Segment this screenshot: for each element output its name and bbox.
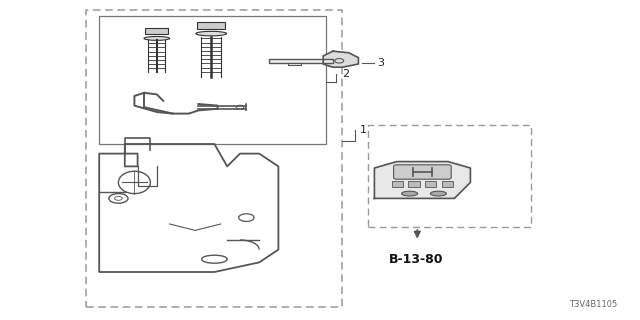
Bar bbox=[86, 10, 342, 307]
Ellipse shape bbox=[431, 191, 447, 196]
Bar bbox=[99, 16, 326, 144]
Text: B-13-80: B-13-80 bbox=[388, 253, 444, 266]
Text: 1: 1 bbox=[360, 124, 367, 135]
Text: 2: 2 bbox=[342, 68, 349, 79]
Bar bbox=[425, 181, 436, 187]
Bar bbox=[408, 181, 420, 187]
Bar bbox=[442, 181, 453, 187]
FancyBboxPatch shape bbox=[197, 22, 225, 29]
Ellipse shape bbox=[144, 36, 170, 40]
FancyBboxPatch shape bbox=[269, 59, 333, 63]
Ellipse shape bbox=[402, 191, 418, 196]
Bar bbox=[368, 125, 531, 227]
Bar bbox=[392, 181, 403, 187]
FancyBboxPatch shape bbox=[145, 28, 168, 34]
Polygon shape bbox=[374, 162, 470, 198]
Text: T3V4B1105: T3V4B1105 bbox=[570, 300, 618, 309]
Ellipse shape bbox=[196, 31, 227, 36]
FancyBboxPatch shape bbox=[394, 165, 451, 179]
Polygon shape bbox=[323, 51, 358, 67]
Text: 3: 3 bbox=[378, 58, 385, 68]
